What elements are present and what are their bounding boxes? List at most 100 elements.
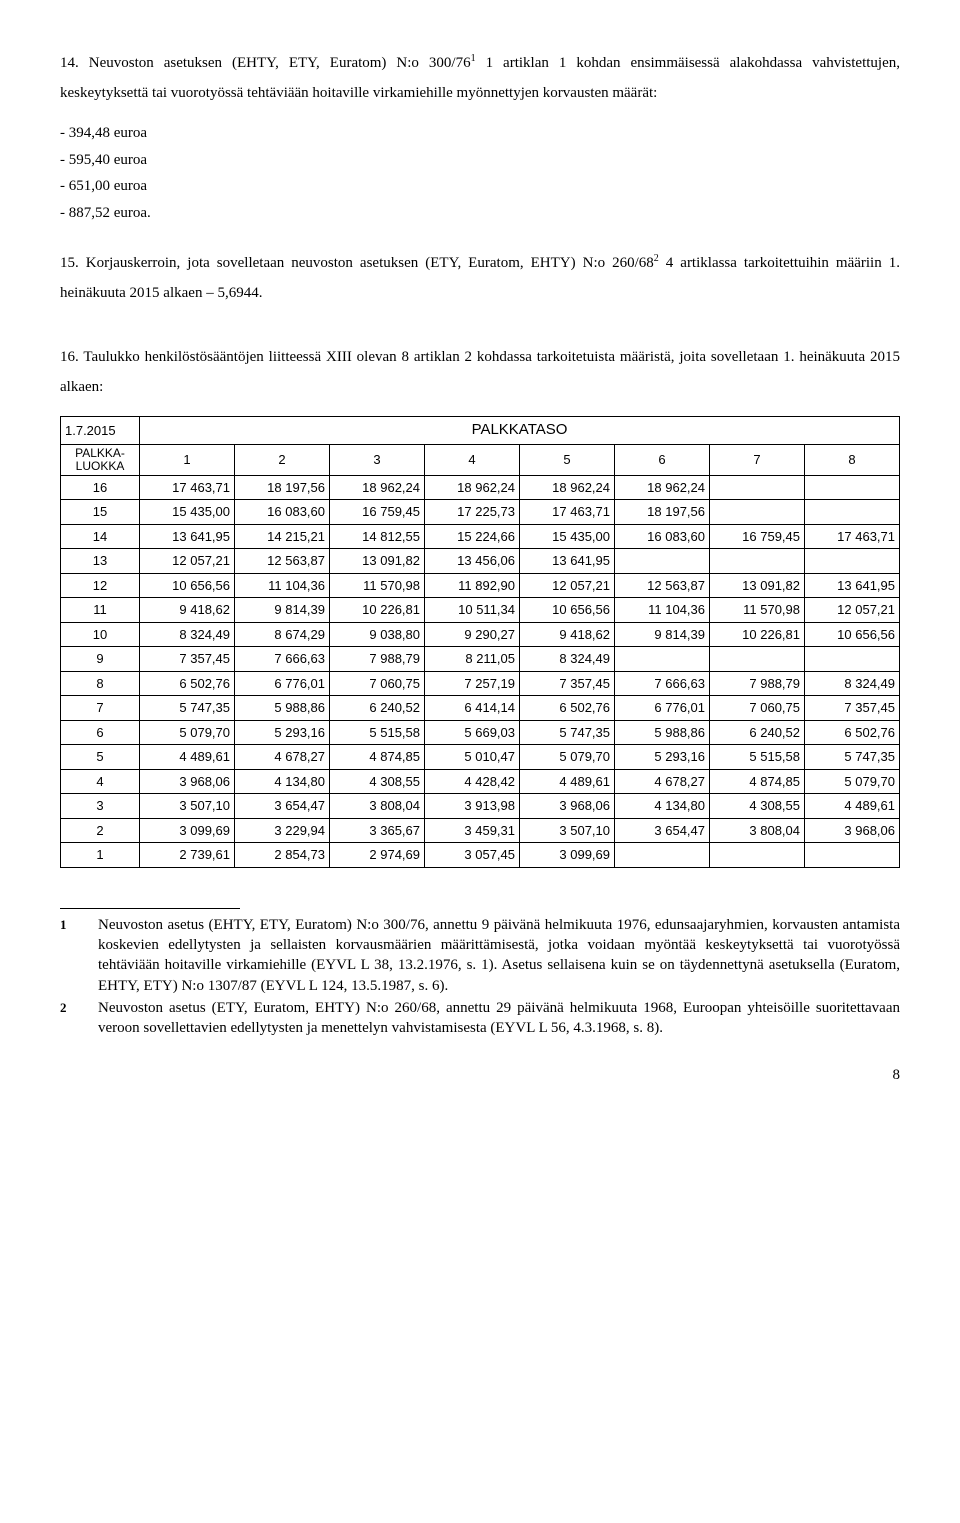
value-cell: 3 808,04: [330, 794, 425, 819]
value-cell: 10 656,56: [140, 573, 235, 598]
table-row: 1210 656,5611 104,3611 570,9811 892,9012…: [61, 573, 900, 598]
value-cell: 3 654,47: [615, 818, 710, 843]
value-cell: [805, 549, 900, 574]
value-cell: 18 197,56: [235, 475, 330, 500]
value-cell: 13 641,95: [520, 549, 615, 574]
value-cell: 5 515,58: [330, 720, 425, 745]
footnote-text: Neuvoston asetus (EHTY, ETY, Euratom) N:…: [98, 915, 900, 996]
grade-label-1: PALKKA-: [75, 446, 125, 460]
value-cell: 4 308,55: [330, 769, 425, 794]
value-cell: 13 456,06: [425, 549, 520, 574]
grade-cell: 3: [61, 794, 140, 819]
value-cell: 11 892,90: [425, 573, 520, 598]
footnote-rule: [60, 908, 240, 909]
value-cell: 3 808,04: [710, 818, 805, 843]
value-cell: 10 656,56: [520, 598, 615, 623]
table-row: 1413 641,9514 215,2114 812,5515 224,6615…: [61, 524, 900, 549]
value-cell: 9 814,39: [615, 622, 710, 647]
value-cell: 7 988,79: [330, 647, 425, 672]
value-cell: 10 226,81: [330, 598, 425, 623]
value-cell: 14 215,21: [235, 524, 330, 549]
value-cell: [805, 475, 900, 500]
value-cell: 7 666,63: [235, 647, 330, 672]
value-cell: 11 104,36: [235, 573, 330, 598]
col-header: 5: [520, 444, 615, 475]
value-cell: 5 079,70: [140, 720, 235, 745]
table-row: 108 324,498 674,299 038,809 290,279 418,…: [61, 622, 900, 647]
value-cell: 10 226,81: [710, 622, 805, 647]
value-cell: 12 057,21: [805, 598, 900, 623]
value-cell: 14 812,55: [330, 524, 425, 549]
value-cell: 4 874,85: [330, 745, 425, 770]
amount-item: - 887,52 euroa.: [60, 202, 900, 225]
value-cell: 5 079,70: [520, 745, 615, 770]
value-cell: 9 814,39: [235, 598, 330, 623]
value-cell: 4 489,61: [520, 769, 615, 794]
value-cell: 3 968,06: [805, 818, 900, 843]
value-cell: 7 357,45: [520, 671, 615, 696]
value-cell: 4 678,27: [615, 769, 710, 794]
value-cell: [615, 647, 710, 672]
value-cell: 4 134,80: [235, 769, 330, 794]
value-cell: 12 057,21: [140, 549, 235, 574]
value-cell: 3 654,47: [235, 794, 330, 819]
amount-item: - 394,48 euroa: [60, 122, 900, 145]
value-cell: 6 240,52: [710, 720, 805, 745]
grade-cell: 14: [61, 524, 140, 549]
value-cell: 7 060,75: [710, 696, 805, 721]
value-cell: 18 962,24: [425, 475, 520, 500]
value-cell: 5 747,35: [520, 720, 615, 745]
value-cell: [710, 475, 805, 500]
table-row: 12 739,612 854,732 974,693 057,453 099,6…: [61, 843, 900, 868]
value-cell: 16 083,60: [235, 500, 330, 525]
value-cell: 7 357,45: [805, 696, 900, 721]
grade-cell: 6: [61, 720, 140, 745]
table-row: 86 502,766 776,017 060,757 257,197 357,4…: [61, 671, 900, 696]
value-cell: 13 091,82: [710, 573, 805, 598]
page-number: 8: [60, 1064, 900, 1087]
value-cell: 11 104,36: [615, 598, 710, 623]
value-cell: 10 656,56: [805, 622, 900, 647]
value-cell: 5 747,35: [805, 745, 900, 770]
grade-label-2: LUOKKA: [76, 459, 125, 473]
value-cell: 7 357,45: [140, 647, 235, 672]
grade-column-header: PALKKA- LUOKKA: [61, 444, 140, 475]
value-cell: 5 079,70: [805, 769, 900, 794]
value-cell: 5 988,86: [235, 696, 330, 721]
amount-list: - 394,48 euroa - 595,40 euroa - 651,00 e…: [60, 122, 900, 224]
grade-cell: 8: [61, 671, 140, 696]
value-cell: 12 563,87: [235, 549, 330, 574]
value-cell: 6 502,76: [805, 720, 900, 745]
value-cell: 3 229,94: [235, 818, 330, 843]
grade-cell: 1: [61, 843, 140, 868]
value-cell: 11 570,98: [330, 573, 425, 598]
value-cell: 3 968,06: [520, 794, 615, 819]
value-cell: 3 099,69: [520, 843, 615, 868]
footnote-1: 1 Neuvoston asetus (EHTY, ETY, Euratom) …: [60, 915, 900, 996]
value-cell: 18 962,24: [330, 475, 425, 500]
value-cell: 18 197,56: [615, 500, 710, 525]
grade-cell: 16: [61, 475, 140, 500]
value-cell: 12 057,21: [520, 573, 615, 598]
footnote-text: Neuvoston asetus (ETY, Euratom, EHTY) N:…: [98, 998, 900, 1039]
value-cell: 16 759,45: [330, 500, 425, 525]
value-cell: 10 511,34: [425, 598, 520, 623]
grade-cell: 7: [61, 696, 140, 721]
table-row: 1617 463,7118 197,5618 962,2418 962,2418…: [61, 475, 900, 500]
grade-cell: 12: [61, 573, 140, 598]
value-cell: 6 776,01: [235, 671, 330, 696]
value-cell: [710, 549, 805, 574]
value-cell: 4 308,55: [710, 794, 805, 819]
grade-cell: 15: [61, 500, 140, 525]
col-header: 2: [235, 444, 330, 475]
grade-cell: 4: [61, 769, 140, 794]
value-cell: 6 414,14: [425, 696, 520, 721]
section-15-text: 15. Korjauskerroin, jota sovelletaan neu…: [60, 248, 900, 308]
table-row: 65 079,705 293,165 515,585 669,035 747,3…: [61, 720, 900, 745]
table-row: 23 099,693 229,943 365,673 459,313 507,1…: [61, 818, 900, 843]
footnotes-block: 1 Neuvoston asetus (EHTY, ETY, Euratom) …: [60, 915, 900, 1039]
grade-cell: 2: [61, 818, 140, 843]
value-cell: 3 968,06: [140, 769, 235, 794]
value-cell: 6 776,01: [615, 696, 710, 721]
value-cell: 13 641,95: [805, 573, 900, 598]
